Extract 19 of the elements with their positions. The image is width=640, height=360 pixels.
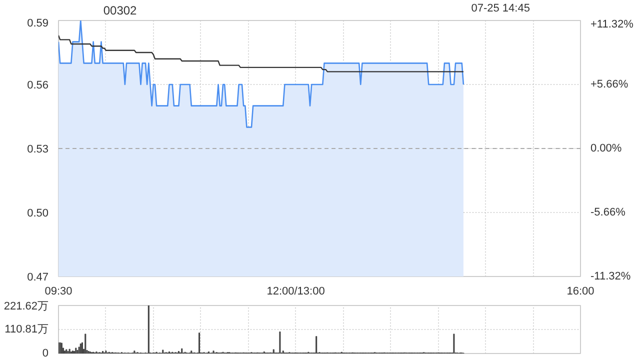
y2-tick-label: 0.00%	[590, 142, 622, 154]
x-tick-label: 12:00/13:00	[266, 286, 325, 298]
y-tick-label: 0.56	[27, 80, 49, 92]
x-tick-label: 09:30	[44, 286, 72, 298]
chart-title: 00302	[103, 4, 138, 18]
y-tick-label: 110.81万	[4, 324, 48, 336]
y-tick-label: 0	[42, 348, 49, 360]
y2-tick-label: -5.66%	[590, 206, 626, 218]
y-tick-label: 0.53	[27, 144, 49, 156]
y-tick-label: 221.62万	[4, 300, 49, 312]
y-tick-label: 0.59	[27, 18, 49, 30]
x-tick-label: 16:00	[566, 286, 594, 298]
y-tick-label: 0.47	[27, 272, 49, 284]
y2-tick-label: -11.32%	[590, 270, 631, 282]
y2-tick-label: +5.66%	[590, 78, 628, 90]
text: 07-25 14:45	[471, 2, 530, 14]
y-tick-label: 0.50	[27, 208, 49, 220]
line-series	[58, 34, 464, 72]
y2-tick-label: +11.32%	[590, 18, 634, 30]
